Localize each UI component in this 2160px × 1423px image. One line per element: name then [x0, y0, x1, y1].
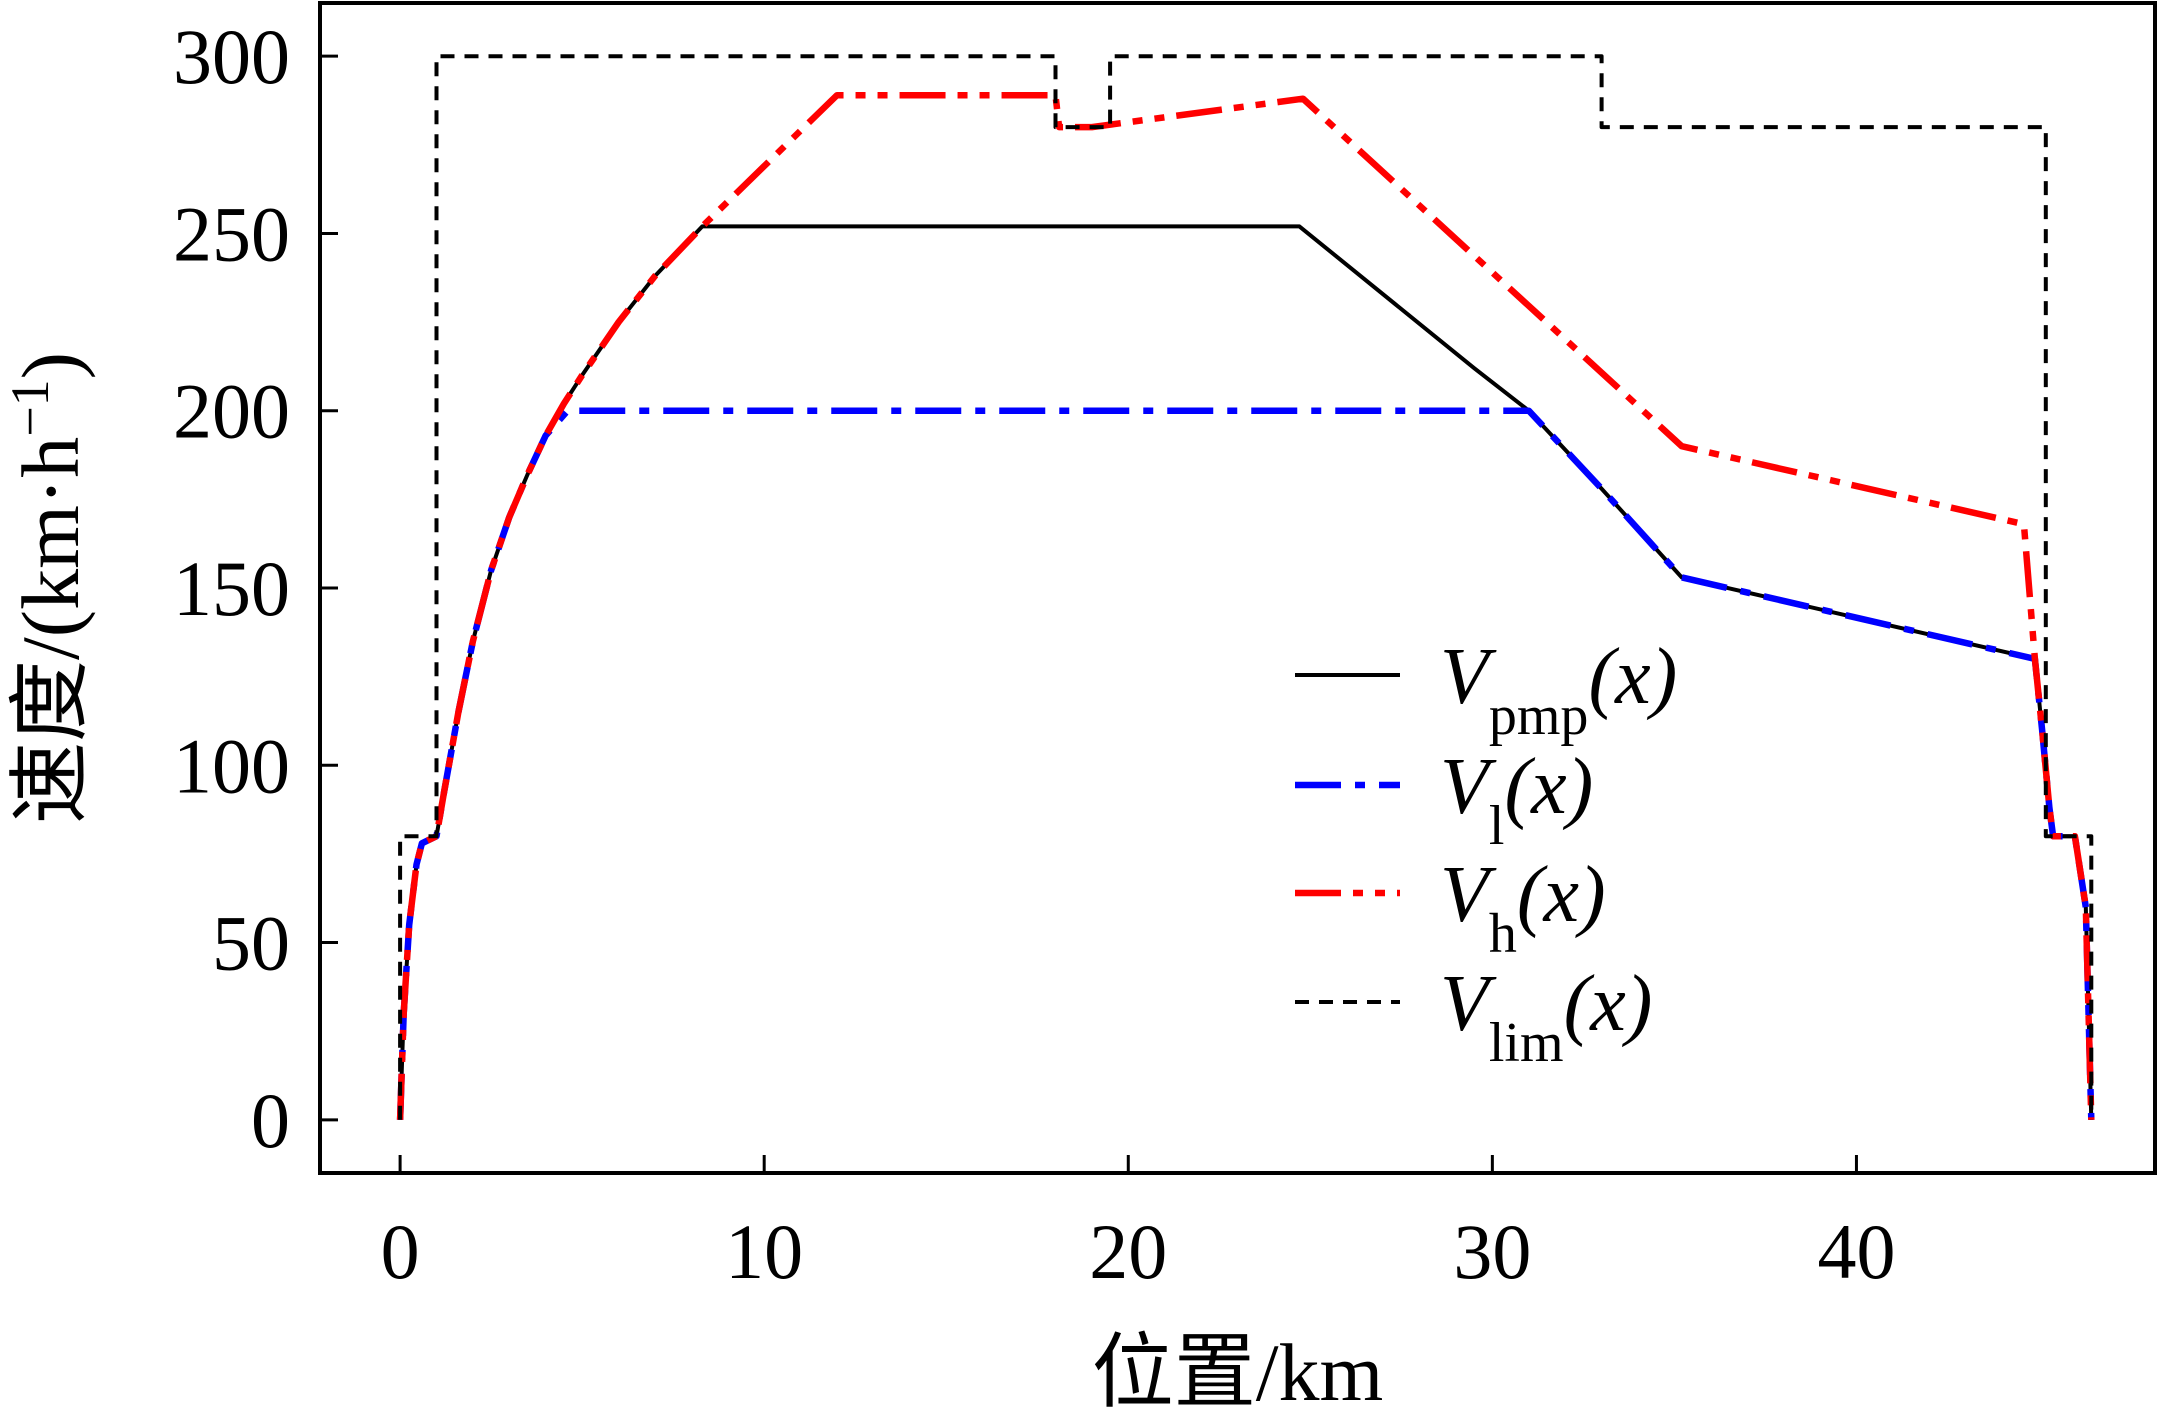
y-tick-label: 200 — [173, 368, 290, 455]
legend-label-sub: h — [1489, 903, 1517, 965]
y-tick-label: 250 — [173, 190, 290, 277]
legend-label-arg: (x) — [1517, 851, 1606, 939]
legend-label-sub: pmp — [1489, 685, 1589, 747]
plot-frame — [318, 1, 2157, 1175]
x-tick-label: 10 — [725, 1208, 803, 1295]
series-line-vpmp — [398, 224, 2094, 1120]
plot-layer — [396, 54, 2095, 1120]
y-axis-title-main: 速度/(km·h — [5, 437, 96, 824]
legend-label-main: V — [1440, 633, 1497, 721]
x-tick-label: 30 — [1453, 1208, 1531, 1295]
y-tick-label: 300 — [173, 13, 290, 100]
legend-label-vl: Vl(x) — [1440, 743, 1593, 857]
legend-label-main: V — [1440, 743, 1497, 831]
legend-label-vh: Vh(x) — [1440, 851, 1606, 965]
legend-label-arg: (x) — [1504, 743, 1593, 831]
y-axis-title-sup: −1 — [0, 379, 60, 436]
x-tick-label: 0 — [381, 1208, 420, 1295]
legend-label-main: V — [1440, 960, 1497, 1048]
legend-label-sub: lim — [1489, 1012, 1564, 1074]
y-axis-title: 速度/(km·h−1) — [0, 352, 96, 824]
x-tick-label: 20 — [1089, 1208, 1167, 1295]
legend-label-arg: (x) — [1588, 633, 1677, 721]
legend-label-vlim: Vlim(x) — [1440, 960, 1652, 1074]
y-tick-label: 100 — [173, 722, 290, 809]
y-tick-label: 50 — [212, 900, 290, 987]
ticks-layer: 0 10 20 30 40 0 50 100 150 200 250 300 — [173, 13, 1895, 1295]
series-line-vh — [396, 91, 2095, 1120]
y-tick-label: 0 — [251, 1077, 290, 1164]
legend: Vpmp(x)Vl(x)Vh(x)Vlim(x) — [1295, 633, 1677, 1074]
legend-label-arg: (x) — [1564, 960, 1653, 1048]
x-axis-title: 位置/km — [1092, 1327, 1384, 1418]
x-tick-label: 40 — [1817, 1208, 1895, 1295]
series-line-vl — [396, 407, 2095, 1120]
legend-label-main: V — [1440, 851, 1497, 939]
legend-label-sub: l — [1489, 795, 1505, 857]
legend-label-vpmp: Vpmp(x) — [1440, 633, 1677, 747]
y-tick-label: 150 — [173, 545, 290, 632]
series-line-vlim — [398, 54, 2094, 1120]
y-axis-title-end: ) — [5, 352, 96, 379]
